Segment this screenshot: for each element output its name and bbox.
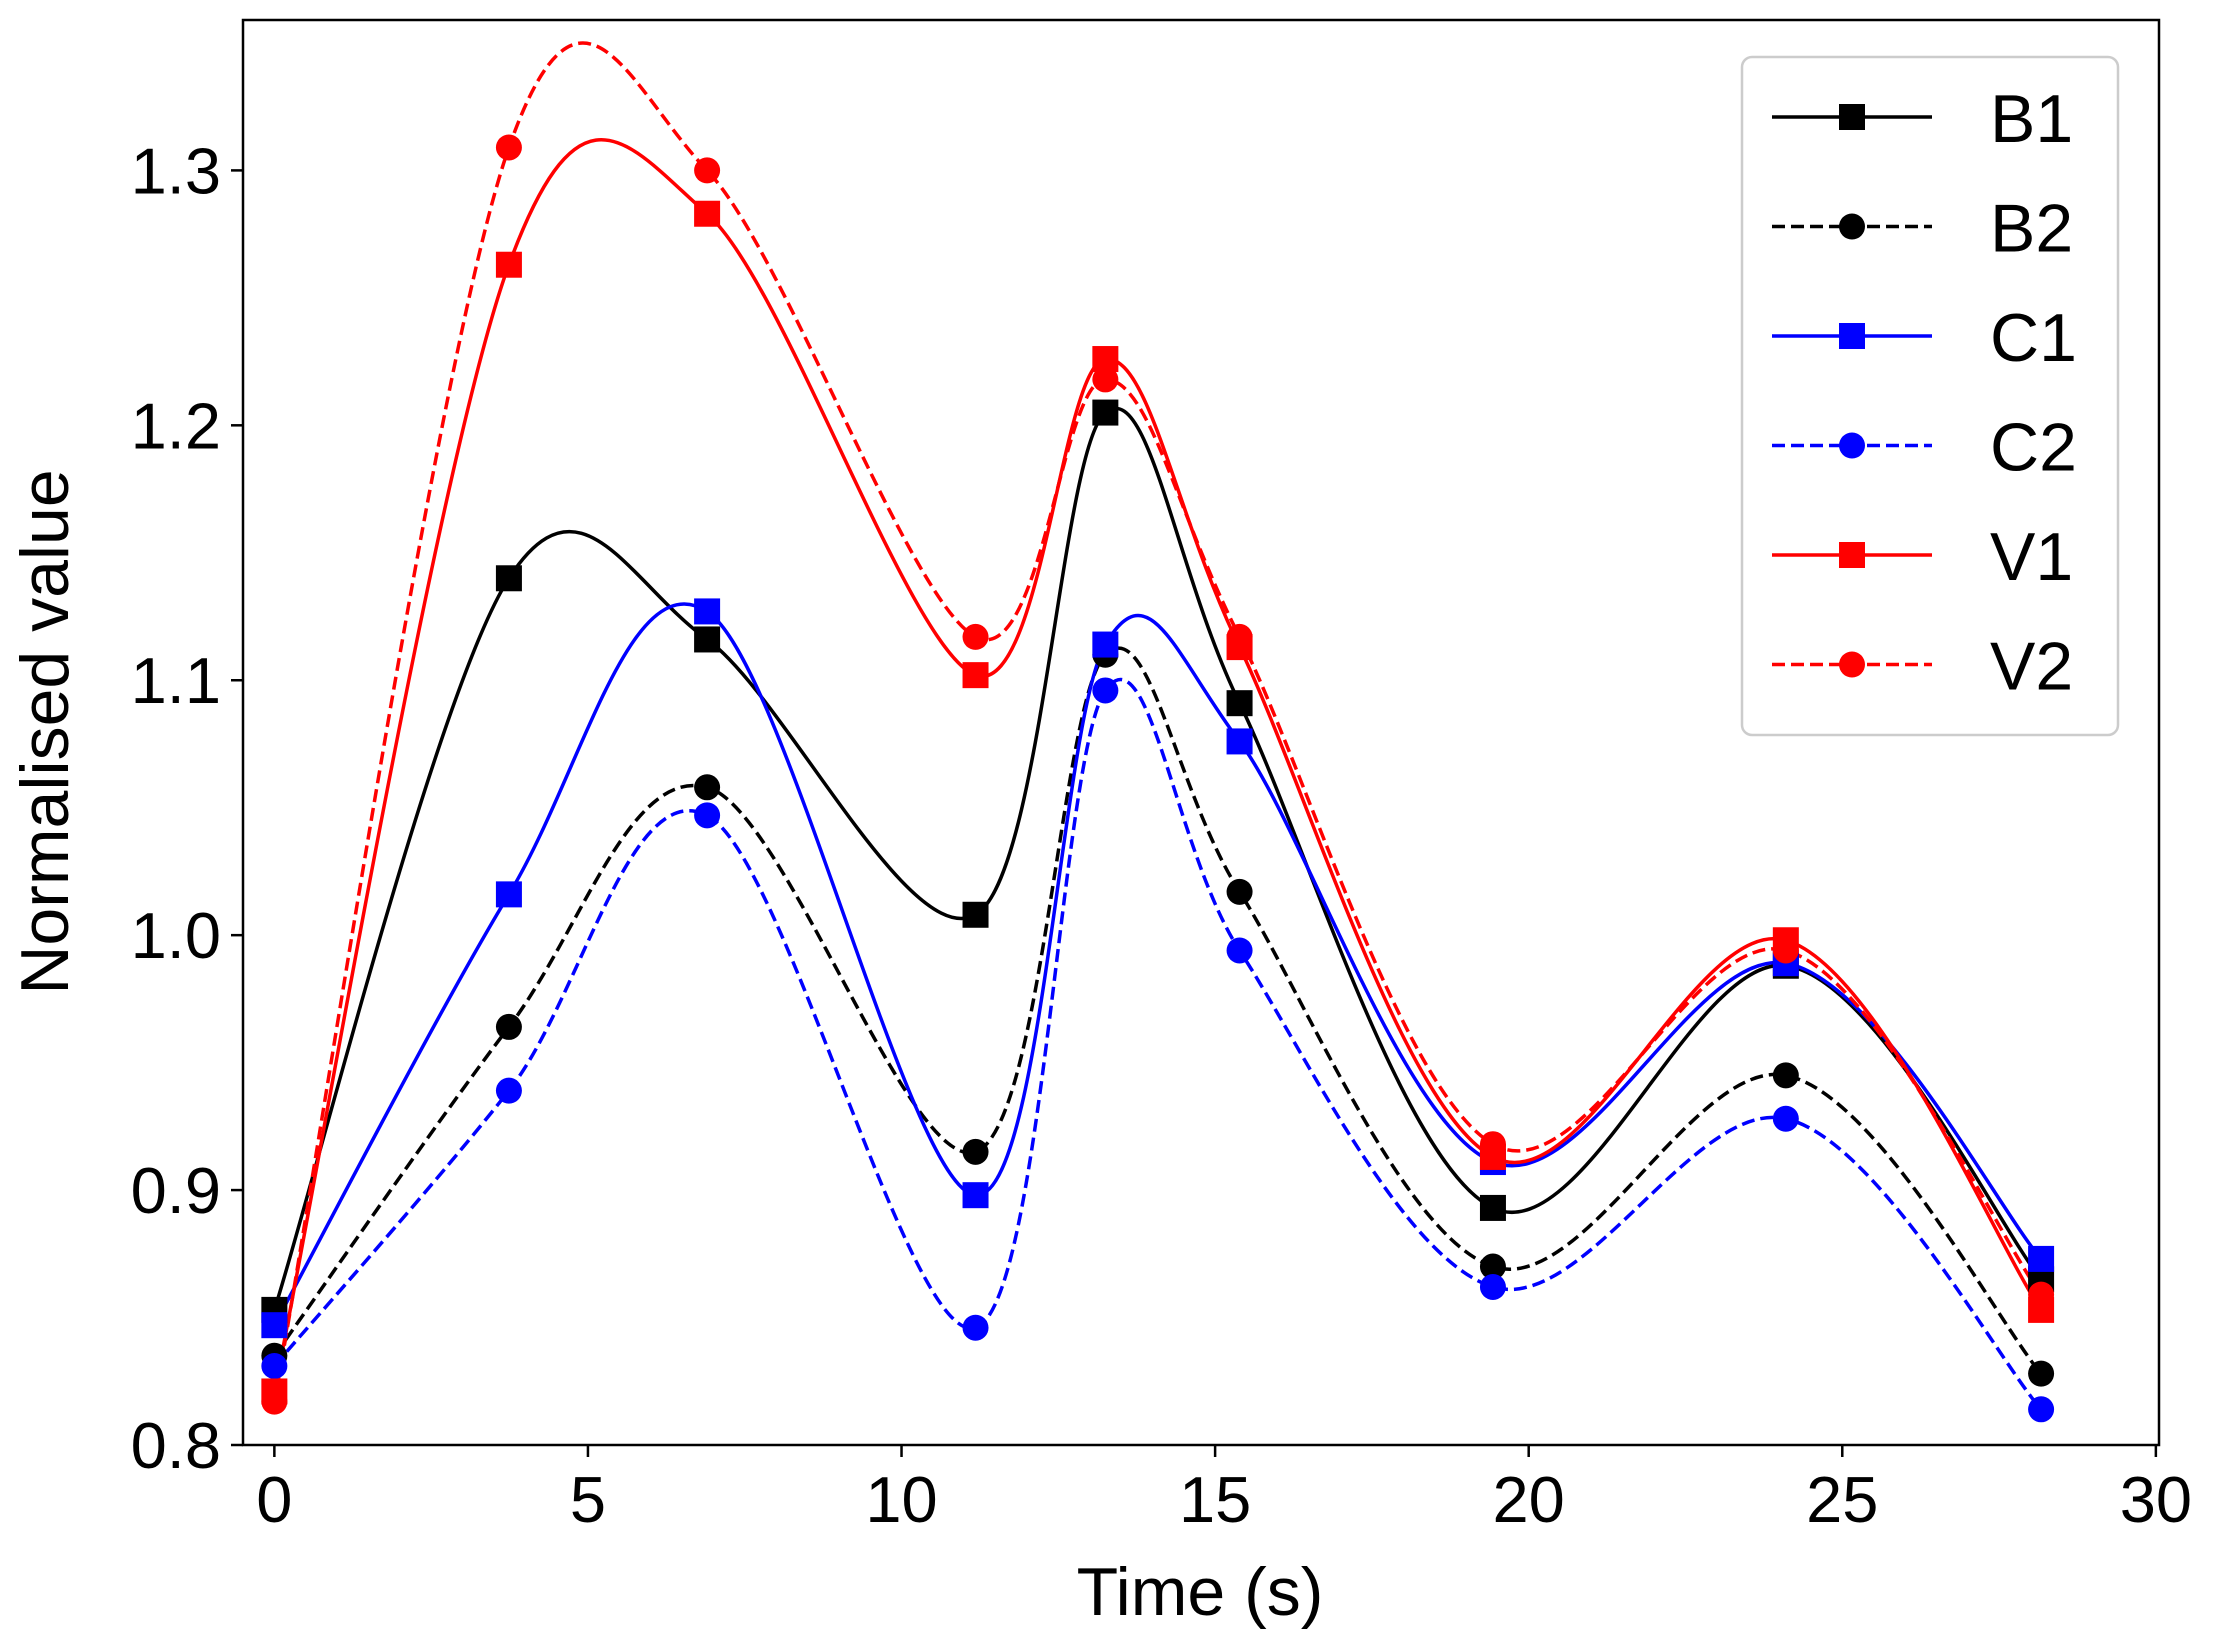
data-point-b2 [694, 774, 721, 801]
y-axis-label: Normalised value [7, 469, 83, 994]
y-tick-label: 1.2 [131, 389, 221, 462]
x-tick-label: 15 [1179, 1463, 1251, 1536]
data-point-c2 [261, 1352, 288, 1379]
data-point-c1 [495, 881, 522, 908]
legend-label: V1 [1990, 519, 2073, 595]
data-point-c1 [1226, 728, 1253, 755]
data-point-c1 [962, 1182, 989, 1209]
y-tick-label: 1.0 [131, 899, 221, 972]
data-point-c1 [2028, 1245, 2055, 1272]
data-point-c2 [1092, 677, 1119, 704]
plot-frame [241, 18, 2161, 1447]
data-point-c1 [1092, 631, 1119, 658]
data-point-b1 [962, 901, 989, 928]
legend-marker [1839, 651, 1865, 678]
data-point-v2 [1479, 1131, 1506, 1158]
data-point-b2 [1226, 878, 1253, 905]
data-point-v2 [2028, 1281, 2055, 1308]
legend-marker [1839, 542, 1865, 568]
data-point-b1 [495, 565, 522, 592]
data-point-b1 [1226, 690, 1253, 717]
y-tick-label: 1.1 [131, 644, 221, 717]
data-point-v1 [495, 251, 522, 278]
data-point-v1 [694, 200, 721, 227]
data-point-b1 [1092, 399, 1119, 426]
y-tick-label: 1.3 [131, 134, 221, 207]
legend: B1 B2 C1 C2 V1 V2 [1740, 55, 2120, 737]
data-point-v2 [694, 157, 721, 184]
data-point-v1 [962, 662, 989, 689]
legend-marker [1839, 104, 1865, 130]
data-point-c2 [495, 1077, 522, 1104]
series-line-b2 [272, 646, 2043, 1375]
axes: 0 5 10 15 20 25 30 0.8 0.9 1.0 1.1 1.2 1.3 [131, 134, 2192, 1536]
legend-item-b1: B1 [1772, 81, 2073, 157]
data-point-b2 [495, 1013, 522, 1040]
data-point-v2 [261, 1388, 288, 1415]
legend-item-c1: C1 [1772, 300, 2077, 376]
legend-item-b2: B2 [1772, 191, 2073, 267]
x-axis-label: Time (s) [1077, 1554, 1324, 1630]
legend-item-c2: C2 [1772, 410, 2077, 486]
series-markers [261, 134, 2055, 1423]
data-point-c2 [1772, 1105, 1799, 1132]
x-tick-label: 30 [2120, 1463, 2192, 1536]
data-point-b2 [962, 1138, 989, 1165]
data-point-c1 [694, 598, 721, 625]
data-point-v2 [962, 623, 989, 650]
legend-marker [1839, 432, 1865, 459]
legend-item-v1: V1 [1772, 519, 2073, 595]
legend-item-v2: V2 [1772, 629, 2073, 705]
data-point-c2 [2028, 1396, 2055, 1423]
data-point-v2 [1772, 937, 1799, 964]
data-point-c2 [1226, 937, 1253, 964]
x-tick-label: 5 [570, 1463, 606, 1536]
series-line-c1 [272, 602, 2043, 1327]
x-tick-label: 20 [1493, 1463, 1565, 1536]
y-tick-label: 0.8 [131, 1409, 221, 1482]
legend-marker [1839, 213, 1865, 240]
x-tick-label: 25 [1806, 1463, 1878, 1536]
data-point-b2 [2028, 1360, 2055, 1387]
data-point-c1 [261, 1312, 288, 1339]
x-tick-label: 0 [256, 1463, 292, 1536]
data-point-b1 [1479, 1194, 1506, 1221]
data-point-b2 [1479, 1253, 1506, 1280]
legend-label: V2 [1990, 629, 2073, 705]
series-line-c2 [273, 678, 2043, 1411]
legend-label: B2 [1990, 191, 2073, 267]
data-point-b1 [694, 626, 721, 653]
legend-label: C1 [1990, 300, 2077, 376]
y-tick-label: 0.9 [131, 1154, 221, 1227]
data-point-v2 [1092, 366, 1119, 393]
legend-label: B1 [1990, 81, 2073, 157]
series-line-v2 [272, 41, 2043, 1402]
legend-label: C2 [1990, 410, 2077, 486]
data-point-c2 [1479, 1273, 1506, 1300]
data-point-c2 [962, 1314, 989, 1341]
legend-marker [1839, 323, 1865, 349]
data-point-c2 [694, 802, 721, 829]
data-point-v2 [1226, 623, 1253, 650]
data-point-v2 [495, 134, 522, 161]
x-tick-label: 10 [865, 1463, 937, 1536]
data-point-b2 [1772, 1062, 1799, 1089]
